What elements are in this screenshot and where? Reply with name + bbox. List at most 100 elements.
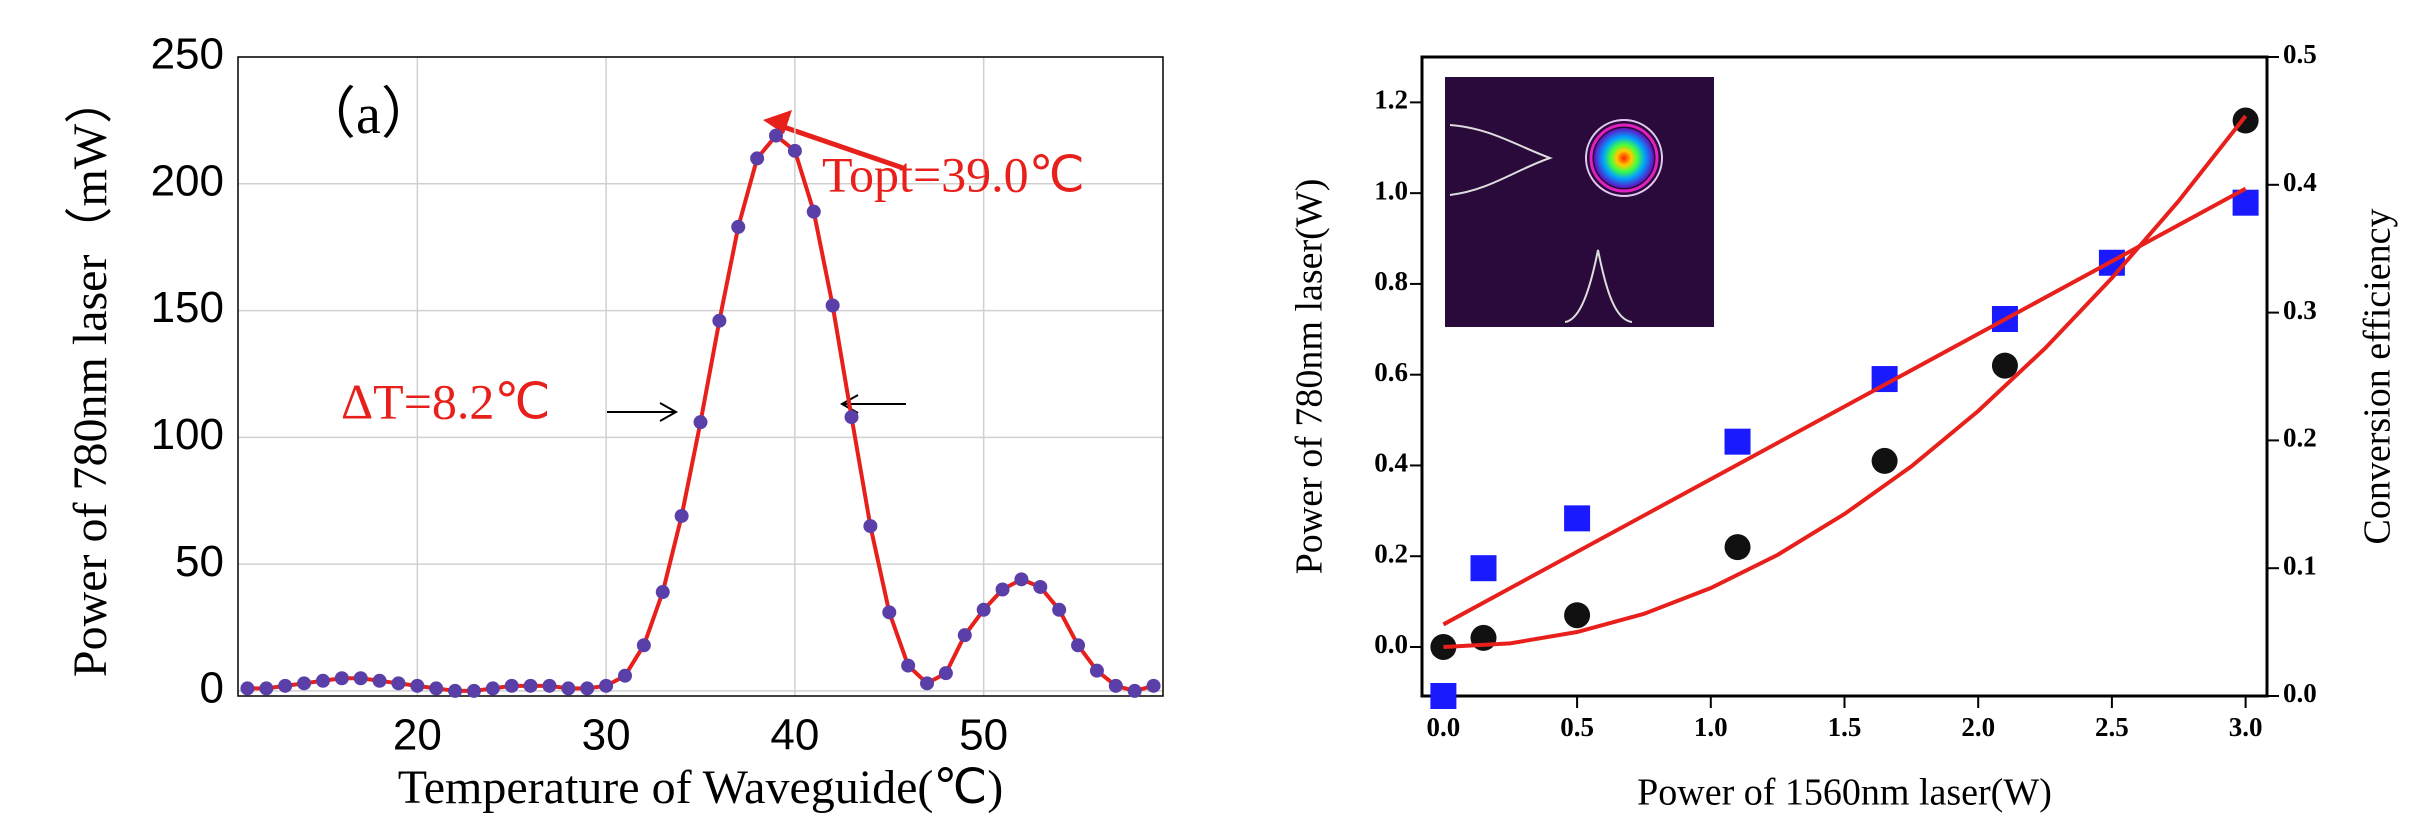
inset-ring [1589,123,1659,193]
x-tick-label: 1.5 [1828,712,1862,742]
y2-tick-label: 0.3 [2283,295,2317,325]
point [410,678,425,693]
point [315,673,330,688]
y-tick-label: 200 [151,156,224,205]
x-axis-label: Power of 1560nm laser(W) [1637,772,2052,814]
annotation: （a） [300,84,437,146]
x-tick-label: 3.0 [2229,712,2263,742]
point [1430,683,1457,709]
point [1052,602,1067,617]
point [599,678,614,693]
point [1871,447,1898,474]
point [750,151,765,166]
plot-frame [237,56,1164,697]
inset-image [1445,77,1714,327]
point [1071,638,1086,653]
y-axis-label: Power of 780nm laser(W) [1289,179,1331,575]
x-tick-label: 30 [582,711,631,760]
point [920,676,935,691]
arrow-head [839,394,859,414]
point [297,676,312,691]
y2-tick-label: 0.5 [2283,39,2317,69]
point [429,681,444,696]
point [353,671,368,686]
y-tick-label: 0 [200,664,224,713]
point [901,658,916,673]
y-axis-label: Power of 780nm laser（mW） [64,76,117,677]
point [542,678,557,693]
point [806,204,821,219]
y-tick-label: 0.2 [1374,538,1408,568]
arrow [774,121,907,172]
point [1991,352,2018,379]
point [485,681,500,696]
point [976,602,991,617]
x-tick-label: 1.0 [1694,712,1728,742]
decor-a [607,110,907,422]
inset-profile [1449,124,1553,196]
point [1089,663,1104,678]
point [1127,683,1142,698]
point [259,681,274,696]
point [957,628,972,643]
y-tick-label: 1.0 [1374,175,1408,205]
point [844,410,859,425]
point [617,668,632,683]
point [240,681,255,696]
point [1146,678,1161,693]
inset-profile [1564,249,1633,323]
point [1470,555,1497,582]
y2-tick-label: 0.0 [2283,678,2317,708]
point [1564,505,1591,532]
x-tick-label: 0.0 [1427,712,1461,742]
x-tick-label: 0.5 [1560,712,1594,742]
point [1014,572,1029,587]
y-tick-label: 250 [151,30,224,79]
point [466,683,481,698]
y-tick-label: 0.0 [1374,629,1408,659]
point [674,508,689,523]
y2-tick-label: 0.2 [2283,423,2317,453]
point [1564,602,1591,629]
point [995,582,1010,597]
y-tick-label: 0.4 [1374,448,1408,478]
x-tick-label: 20 [393,711,442,760]
point [769,128,784,143]
y-tick-label: 150 [151,283,224,332]
y-tick-label: 50 [175,537,224,586]
point [938,666,953,681]
point [636,638,651,653]
point [882,605,897,620]
point [1033,579,1048,594]
y-tick-label: 0.6 [1374,357,1408,387]
point [1724,534,1751,561]
y2-axis-label: Conversion efficiency [2357,209,2399,545]
point [1724,428,1751,455]
point [523,678,538,693]
y-tick-label: 100 [151,410,224,459]
y-tick-label: 1.2 [1374,85,1408,115]
inset-ring [1585,119,1663,197]
point [504,678,519,693]
point [787,143,802,158]
point [561,681,576,696]
fit-line [1443,114,2248,649]
x-axis-label: Temperature of Waveguide(℃) [398,761,1004,814]
annotation: ΔT=8.2℃ [341,373,551,429]
point [278,678,293,693]
plot-frame [1420,55,2269,698]
x-tick-label: 50 [959,711,1008,760]
point [825,298,840,313]
point [863,519,878,534]
point [731,219,746,234]
point [655,585,670,600]
inset-background [1445,77,1714,327]
x-tick-label: 2.5 [2095,712,2129,742]
arrow-head [659,402,679,422]
point [693,415,708,430]
inset-beam [1594,128,1654,188]
x-tick-label: 40 [770,711,819,760]
x-tick-label: 2.0 [1961,712,1995,742]
point [372,673,387,688]
